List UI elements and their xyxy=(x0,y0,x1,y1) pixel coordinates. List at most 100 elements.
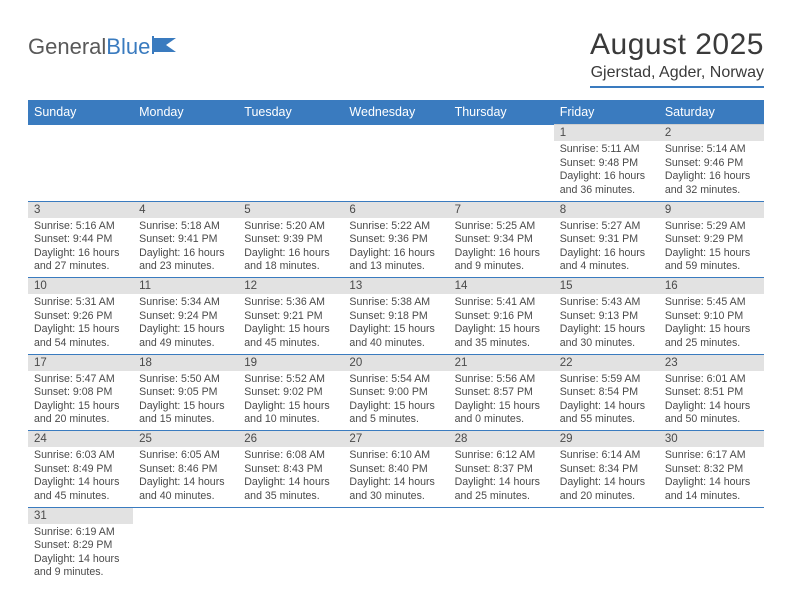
day-number-cell xyxy=(343,125,448,142)
day-number-cell: 19 xyxy=(238,354,343,371)
day-number-cell: 26 xyxy=(238,431,343,448)
month-title: August 2025 xyxy=(590,28,764,62)
day-number-cell: 30 xyxy=(659,431,764,448)
day-number-cell: 10 xyxy=(28,278,133,295)
day-detail-cell: Sunrise: 5:38 AMSunset: 9:18 PMDaylight:… xyxy=(343,294,448,354)
logo: GeneralBlue xyxy=(28,34,178,60)
day-number-cell: 15 xyxy=(554,278,659,295)
day-number-cell: 7 xyxy=(449,201,554,218)
day-number-cell xyxy=(238,507,343,524)
day-number-cell xyxy=(238,125,343,142)
day-detail-cell: Sunrise: 5:20 AMSunset: 9:39 PMDaylight:… xyxy=(238,218,343,278)
day-detail-cell xyxy=(554,524,659,584)
day-number-cell: 11 xyxy=(133,278,238,295)
day-detail-cell: Sunrise: 5:36 AMSunset: 9:21 PMDaylight:… xyxy=(238,294,343,354)
day-header: Saturday xyxy=(659,100,764,125)
day-detail-cell: Sunrise: 5:54 AMSunset: 9:00 PMDaylight:… xyxy=(343,371,448,431)
day-detail-cell: Sunrise: 5:52 AMSunset: 9:02 PMDaylight:… xyxy=(238,371,343,431)
day-header: Sunday xyxy=(28,100,133,125)
day-number-cell: 20 xyxy=(343,354,448,371)
day-header: Tuesday xyxy=(238,100,343,125)
day-number-row: 10111213141516 xyxy=(28,278,764,295)
day-number-cell: 4 xyxy=(133,201,238,218)
day-detail-row: Sunrise: 6:19 AMSunset: 8:29 PMDaylight:… xyxy=(28,524,764,584)
day-number-row: 12 xyxy=(28,125,764,142)
day-detail-cell: Sunrise: 5:11 AMSunset: 9:48 PMDaylight:… xyxy=(554,141,659,201)
day-detail-cell: Sunrise: 5:31 AMSunset: 9:26 PMDaylight:… xyxy=(28,294,133,354)
day-detail-cell xyxy=(449,524,554,584)
day-number-cell xyxy=(133,507,238,524)
day-number-cell: 29 xyxy=(554,431,659,448)
day-detail-row: Sunrise: 5:11 AMSunset: 9:48 PMDaylight:… xyxy=(28,141,764,201)
day-number-cell: 13 xyxy=(343,278,448,295)
day-detail-cell: Sunrise: 6:14 AMSunset: 8:34 PMDaylight:… xyxy=(554,447,659,507)
day-header: Friday xyxy=(554,100,659,125)
day-detail-cell: Sunrise: 5:50 AMSunset: 9:05 PMDaylight:… xyxy=(133,371,238,431)
calendar-body: 12Sunrise: 5:11 AMSunset: 9:48 PMDayligh… xyxy=(28,125,764,584)
day-number-cell xyxy=(28,125,133,142)
day-detail-cell: Sunrise: 5:47 AMSunset: 9:08 PMDaylight:… xyxy=(28,371,133,431)
location: Gjerstad, Agder, Norway xyxy=(590,64,764,88)
day-detail-cell: Sunrise: 5:45 AMSunset: 9:10 PMDaylight:… xyxy=(659,294,764,354)
logo-text-general: General xyxy=(28,34,106,60)
day-number-row: 17181920212223 xyxy=(28,354,764,371)
day-number-cell xyxy=(659,507,764,524)
logo-text-blue: Blue xyxy=(106,34,150,60)
day-detail-cell: Sunrise: 6:10 AMSunset: 8:40 PMDaylight:… xyxy=(343,447,448,507)
day-number-cell: 3 xyxy=(28,201,133,218)
day-number-cell: 12 xyxy=(238,278,343,295)
day-detail-cell: Sunrise: 5:43 AMSunset: 9:13 PMDaylight:… xyxy=(554,294,659,354)
day-detail-cell: Sunrise: 5:34 AMSunset: 9:24 PMDaylight:… xyxy=(133,294,238,354)
day-number-cell: 17 xyxy=(28,354,133,371)
day-detail-cell: Sunrise: 5:27 AMSunset: 9:31 PMDaylight:… xyxy=(554,218,659,278)
day-detail-cell: Sunrise: 6:03 AMSunset: 8:49 PMDaylight:… xyxy=(28,447,133,507)
day-detail-cell: Sunrise: 5:29 AMSunset: 9:29 PMDaylight:… xyxy=(659,218,764,278)
day-number-cell: 16 xyxy=(659,278,764,295)
day-detail-cell: Sunrise: 5:22 AMSunset: 9:36 PMDaylight:… xyxy=(343,218,448,278)
day-number-cell: 5 xyxy=(238,201,343,218)
day-detail-row: Sunrise: 6:03 AMSunset: 8:49 PMDaylight:… xyxy=(28,447,764,507)
day-number-cell xyxy=(449,507,554,524)
day-detail-cell: Sunrise: 5:59 AMSunset: 8:54 PMDaylight:… xyxy=(554,371,659,431)
day-header-row: Sunday Monday Tuesday Wednesday Thursday… xyxy=(28,100,764,125)
day-header: Wednesday xyxy=(343,100,448,125)
day-number-cell xyxy=(133,125,238,142)
day-number-cell: 14 xyxy=(449,278,554,295)
day-detail-cell xyxy=(238,524,343,584)
day-number-cell: 25 xyxy=(133,431,238,448)
day-detail-cell xyxy=(343,141,448,201)
day-number-row: 3456789 xyxy=(28,201,764,218)
day-detail-cell: Sunrise: 5:14 AMSunset: 9:46 PMDaylight:… xyxy=(659,141,764,201)
day-number-cell xyxy=(554,507,659,524)
calendar-table: Sunday Monday Tuesday Wednesday Thursday… xyxy=(28,100,764,584)
day-number-row: 24252627282930 xyxy=(28,431,764,448)
day-detail-cell: Sunrise: 6:12 AMSunset: 8:37 PMDaylight:… xyxy=(449,447,554,507)
day-detail-cell: Sunrise: 5:16 AMSunset: 9:44 PMDaylight:… xyxy=(28,218,133,278)
calendar-page: GeneralBlue August 2025 Gjerstad, Agder,… xyxy=(0,0,792,584)
flag-icon xyxy=(152,34,178,60)
day-header: Thursday xyxy=(449,100,554,125)
day-number-cell: 28 xyxy=(449,431,554,448)
day-detail-cell xyxy=(133,524,238,584)
day-number-cell: 21 xyxy=(449,354,554,371)
day-detail-row: Sunrise: 5:47 AMSunset: 9:08 PMDaylight:… xyxy=(28,371,764,431)
day-detail-cell: Sunrise: 5:41 AMSunset: 9:16 PMDaylight:… xyxy=(449,294,554,354)
day-detail-cell xyxy=(238,141,343,201)
day-detail-cell: Sunrise: 5:18 AMSunset: 9:41 PMDaylight:… xyxy=(133,218,238,278)
day-detail-row: Sunrise: 5:16 AMSunset: 9:44 PMDaylight:… xyxy=(28,218,764,278)
day-number-cell: 22 xyxy=(554,354,659,371)
day-detail-cell: Sunrise: 5:56 AMSunset: 8:57 PMDaylight:… xyxy=(449,371,554,431)
day-number-cell: 27 xyxy=(343,431,448,448)
day-detail-cell: Sunrise: 6:19 AMSunset: 8:29 PMDaylight:… xyxy=(28,524,133,584)
day-header: Monday xyxy=(133,100,238,125)
day-detail-cell: Sunrise: 6:08 AMSunset: 8:43 PMDaylight:… xyxy=(238,447,343,507)
day-detail-cell xyxy=(343,524,448,584)
day-detail-row: Sunrise: 5:31 AMSunset: 9:26 PMDaylight:… xyxy=(28,294,764,354)
day-number-cell: 1 xyxy=(554,125,659,142)
day-number-cell: 23 xyxy=(659,354,764,371)
day-number-row: 31 xyxy=(28,507,764,524)
day-number-cell: 6 xyxy=(343,201,448,218)
day-detail-cell xyxy=(659,524,764,584)
day-detail-cell xyxy=(28,141,133,201)
day-detail-cell xyxy=(133,141,238,201)
